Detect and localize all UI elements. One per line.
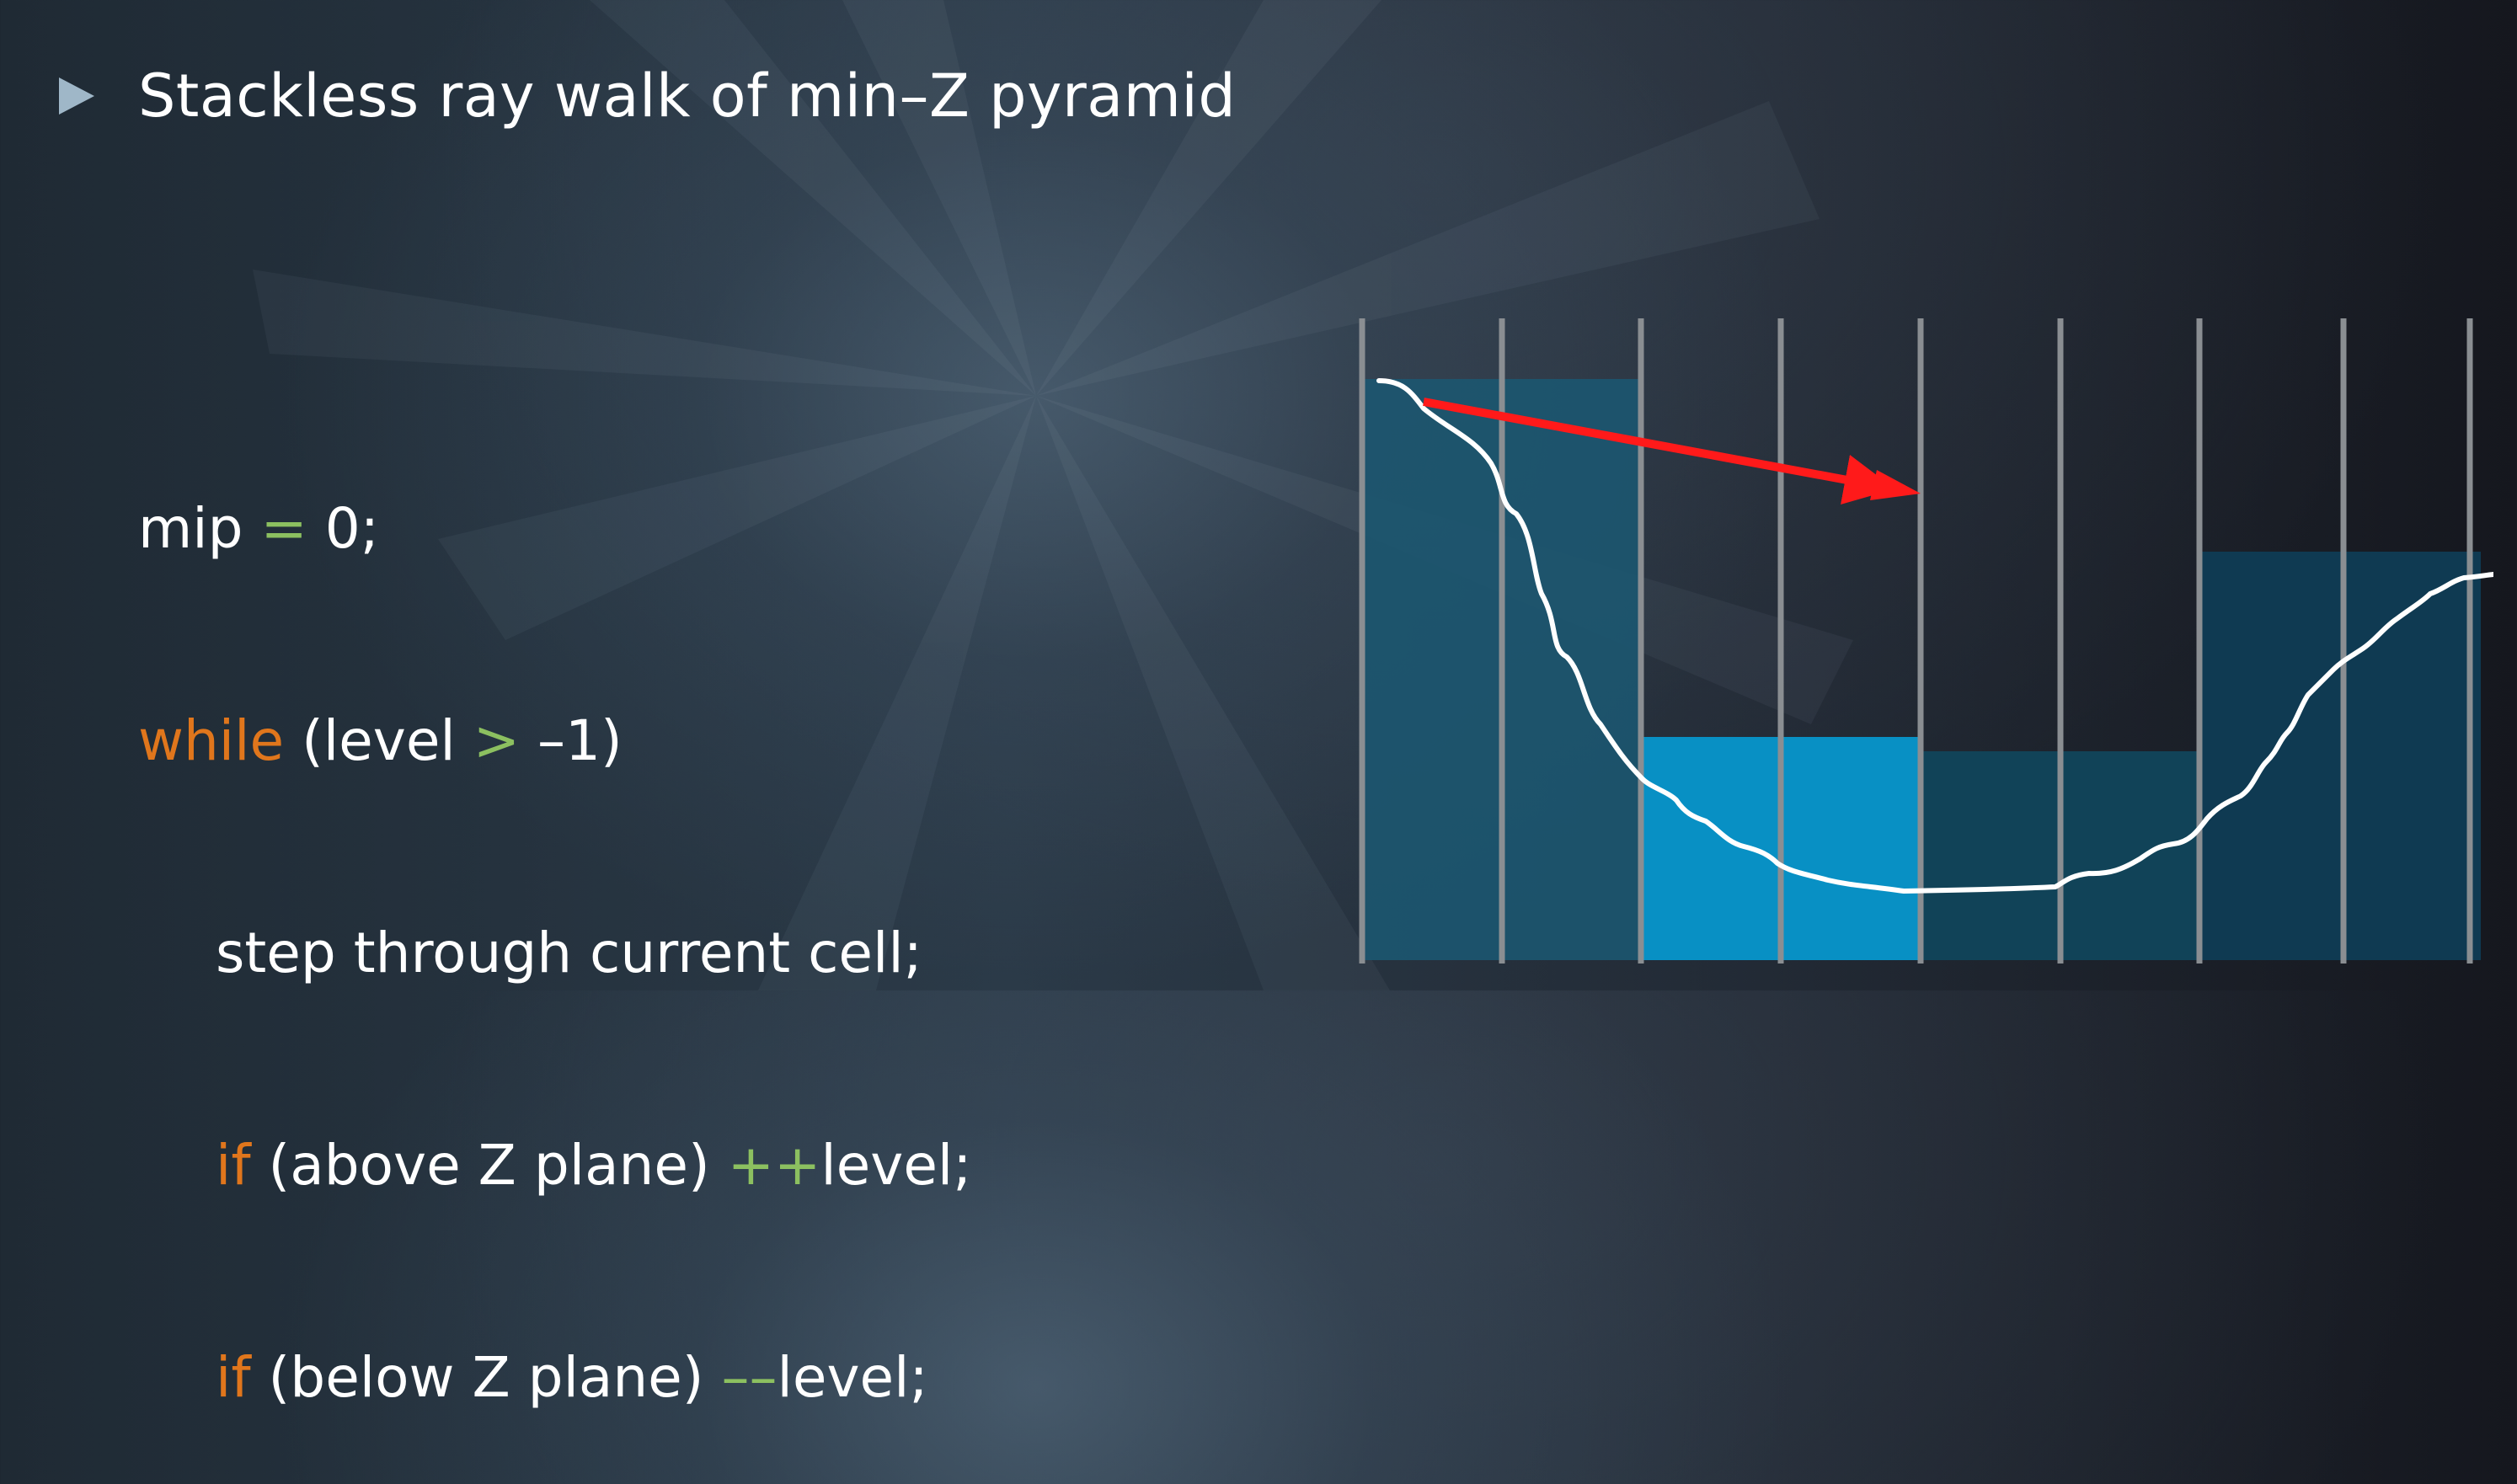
- code-operator: >: [473, 708, 521, 773]
- grid-lines: [1359, 318, 2473, 964]
- code-keyword: if: [216, 1345, 251, 1410]
- pseudocode-block: mip = 0; while (level > –1) step through…: [138, 352, 972, 1484]
- code-text: mip: [138, 496, 261, 561]
- pyramid-cell-right: [2199, 552, 2481, 960]
- code-line-1: mip = 0;: [138, 494, 972, 564]
- code-text: step through current cell;: [216, 921, 922, 985]
- triangle-bullet-icon: [59, 77, 94, 115]
- code-keyword: if: [216, 1133, 251, 1198]
- slide-title: Stackless ray walk of min–Z pyramid: [138, 61, 1237, 131]
- background-ray-pattern: [0, 0, 2517, 990]
- code-line-2: while (level > –1): [138, 706, 972, 777]
- depth-curve: [1376, 378, 2493, 894]
- code-text: –1): [520, 708, 623, 773]
- min-z-pyramid-diagram: [1359, 318, 2493, 964]
- code-keyword: while: [138, 708, 285, 773]
- code-operator: =: [260, 496, 307, 561]
- ray-arrow: [1423, 398, 1895, 505]
- code-text: (level: [284, 708, 473, 773]
- code-line-5: if (below Z plane) ––level;: [138, 1343, 972, 1413]
- code-operator: ––: [721, 1345, 778, 1410]
- code-text: (above Z plane): [250, 1133, 728, 1198]
- code-line-4: if (above Z plane) ++level;: [138, 1130, 972, 1201]
- code-text: 0;: [307, 496, 380, 561]
- code-line-3: step through current cell;: [138, 918, 972, 989]
- code-text: level;: [777, 1345, 928, 1410]
- title-row: Stackless ray walk of min–Z pyramid: [59, 54, 1236, 138]
- code-text: (below Z plane): [250, 1345, 722, 1410]
- ray-arrow-head: [1870, 470, 1921, 500]
- code-text: level;: [820, 1133, 972, 1198]
- code-operator: ++: [727, 1133, 821, 1198]
